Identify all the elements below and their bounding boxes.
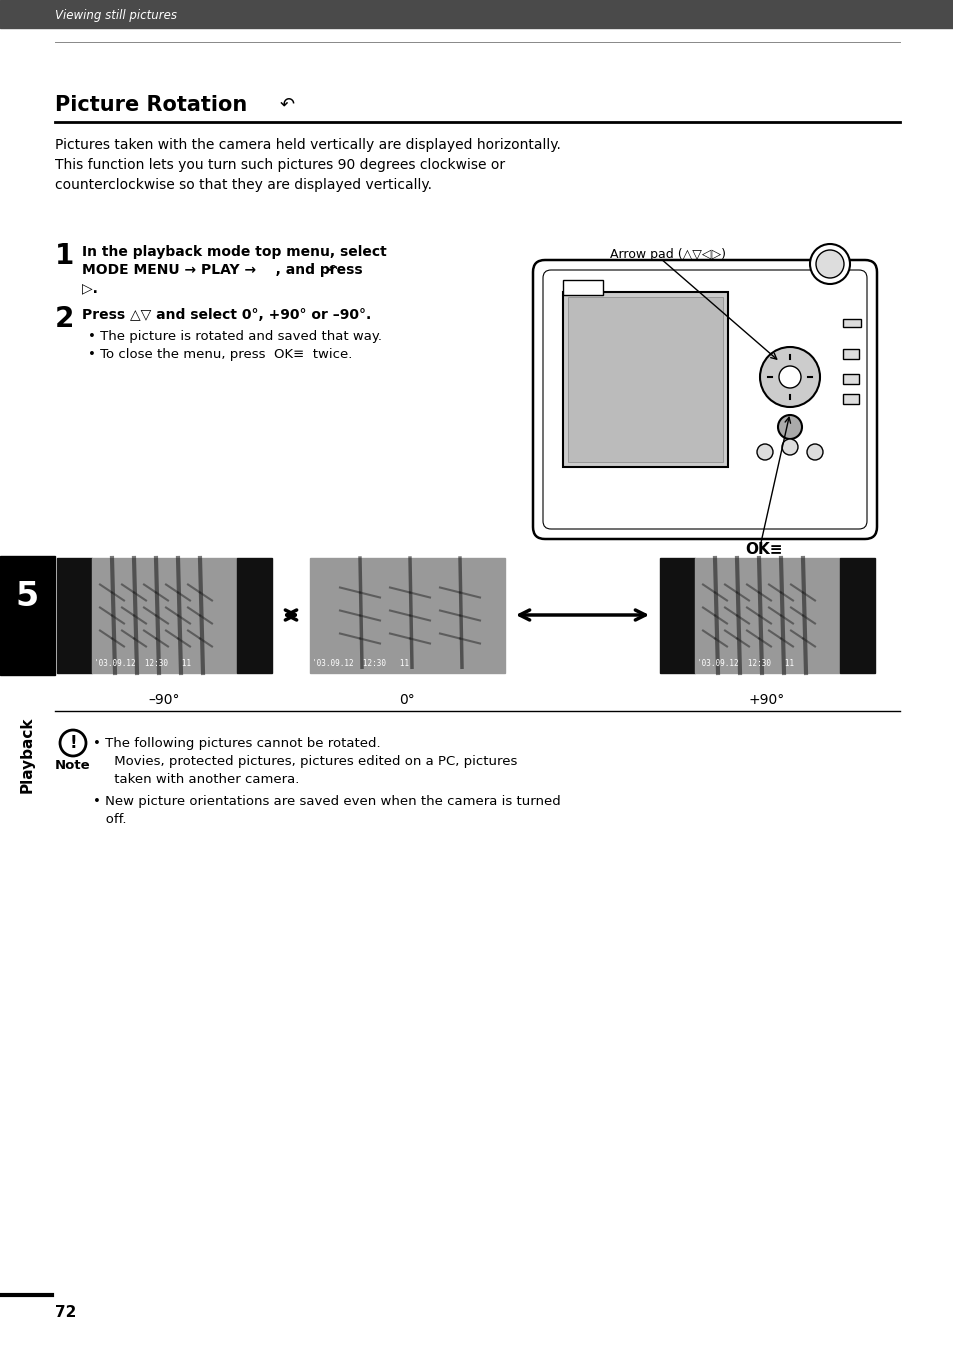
Text: 0°: 0° bbox=[398, 693, 415, 707]
Text: OK≡: OK≡ bbox=[744, 542, 781, 557]
Text: 5: 5 bbox=[15, 580, 38, 612]
Bar bbox=[842, 349, 858, 359]
Text: • The picture is rotated and saved that way.: • The picture is rotated and saved that … bbox=[88, 330, 381, 343]
Bar bbox=[562, 292, 727, 467]
Circle shape bbox=[815, 250, 843, 279]
Text: '03.09.12  12:30   11: '03.09.12 12:30 11 bbox=[697, 660, 793, 668]
Text: • The following pictures cannot be rotated.: • The following pictures cannot be rotat… bbox=[92, 738, 380, 750]
Text: Movies, protected pictures, pictures edited on a PC, pictures: Movies, protected pictures, pictures edi… bbox=[92, 755, 517, 769]
Text: –90°: –90° bbox=[148, 693, 179, 707]
Text: ↶: ↶ bbox=[327, 264, 337, 277]
Text: Pictures taken with the camera held vertically are displayed horizontally.
This : Pictures taken with the camera held vert… bbox=[55, 139, 560, 192]
Bar bbox=[842, 374, 858, 384]
Bar bbox=[695, 559, 840, 673]
Text: Playback: Playback bbox=[19, 717, 34, 793]
Text: 72: 72 bbox=[55, 1306, 76, 1320]
Text: taken with another camera.: taken with another camera. bbox=[92, 773, 299, 786]
Circle shape bbox=[778, 415, 801, 439]
Text: Press △▽ and select 0°, +90° or –90°.: Press △▽ and select 0°, +90° or –90°. bbox=[82, 308, 371, 322]
Circle shape bbox=[757, 444, 772, 460]
Text: ↶: ↶ bbox=[280, 96, 294, 114]
Bar bbox=[236, 559, 272, 673]
Circle shape bbox=[760, 347, 820, 406]
Circle shape bbox=[60, 730, 86, 756]
Text: !: ! bbox=[70, 734, 77, 752]
Circle shape bbox=[809, 244, 849, 284]
Text: 1: 1 bbox=[55, 242, 74, 271]
Bar bbox=[659, 559, 695, 673]
Bar bbox=[842, 319, 861, 327]
Text: '03.09.12  12:30   11: '03.09.12 12:30 11 bbox=[94, 660, 191, 668]
Text: In the playback mode top menu, select: In the playback mode top menu, select bbox=[82, 245, 386, 258]
Bar bbox=[842, 394, 858, 404]
FancyBboxPatch shape bbox=[542, 271, 866, 529]
Text: Picture Rotation: Picture Rotation bbox=[55, 96, 247, 114]
Bar bbox=[567, 297, 722, 462]
Text: • New picture orientations are saved even when the camera is turned: • New picture orientations are saved eve… bbox=[92, 795, 560, 808]
Bar bbox=[0, 556, 55, 674]
Bar bbox=[91, 559, 236, 673]
Text: Arrow pad (△▽◁▷): Arrow pad (△▽◁▷) bbox=[609, 248, 725, 261]
Text: Viewing still pictures: Viewing still pictures bbox=[55, 9, 177, 23]
Text: +90°: +90° bbox=[748, 693, 784, 707]
Bar bbox=[562, 280, 602, 295]
Text: '03.09.12  12:30   11: '03.09.12 12:30 11 bbox=[312, 660, 409, 668]
Circle shape bbox=[806, 444, 822, 460]
Text: off.: off. bbox=[92, 813, 127, 826]
Bar bbox=[840, 559, 874, 673]
Circle shape bbox=[781, 439, 797, 455]
Bar bbox=[0, 0, 953, 28]
Text: 2: 2 bbox=[55, 306, 74, 332]
Text: ▷.: ▷. bbox=[82, 281, 98, 295]
Bar bbox=[310, 559, 504, 673]
Text: • To close the menu, press  OK≡  twice.: • To close the menu, press OK≡ twice. bbox=[88, 349, 352, 361]
FancyBboxPatch shape bbox=[533, 260, 876, 538]
Text: Note: Note bbox=[55, 759, 91, 773]
Bar bbox=[57, 559, 91, 673]
Circle shape bbox=[779, 366, 801, 388]
Text: MODE MENU → PLAY →    , and press: MODE MENU → PLAY → , and press bbox=[82, 262, 362, 277]
